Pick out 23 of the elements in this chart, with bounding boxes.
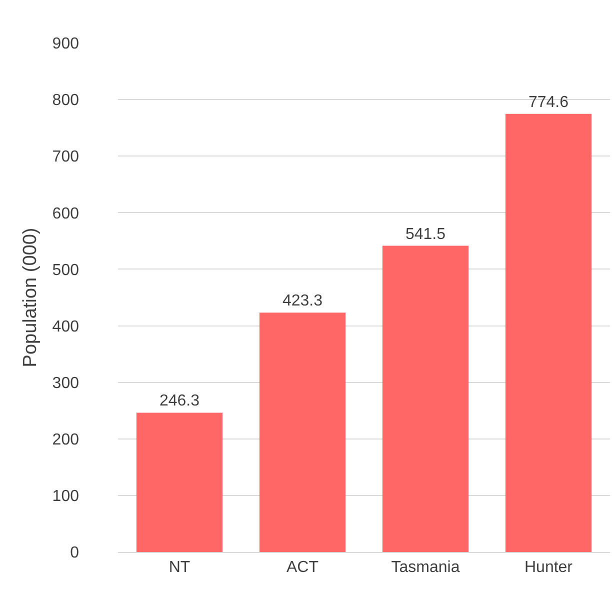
data-label: 774.6 bbox=[528, 94, 569, 111]
y-tick-label: 0 bbox=[70, 544, 80, 562]
data-label: 246.3 bbox=[159, 392, 200, 410]
y-axis-title: Population (000) bbox=[20, 228, 42, 368]
data-label: 423.3 bbox=[282, 292, 323, 310]
y-tick-label: 500 bbox=[52, 262, 80, 279]
x-tick-label: ACT bbox=[286, 559, 319, 576]
y-tick-label: 600 bbox=[52, 205, 80, 222]
bar bbox=[382, 246, 469, 552]
y-tick-label: 900 bbox=[52, 36, 80, 53]
y-tick-label: 400 bbox=[52, 318, 80, 336]
y-tick-label: 200 bbox=[52, 431, 80, 448]
y-tick-label: 700 bbox=[52, 148, 80, 166]
bar bbox=[136, 412, 223, 552]
bar bbox=[259, 312, 346, 552]
data-label: 541.5 bbox=[405, 226, 446, 243]
y-tick-label: 300 bbox=[52, 374, 80, 392]
bar bbox=[505, 114, 592, 552]
x-tick-label: Tasmania bbox=[391, 559, 460, 576]
y-tick-label: 100 bbox=[52, 488, 80, 506]
x-tick-label: NT bbox=[168, 559, 190, 576]
y-tick-label: 800 bbox=[52, 92, 80, 110]
x-tick-label: Hunter bbox=[524, 559, 574, 576]
